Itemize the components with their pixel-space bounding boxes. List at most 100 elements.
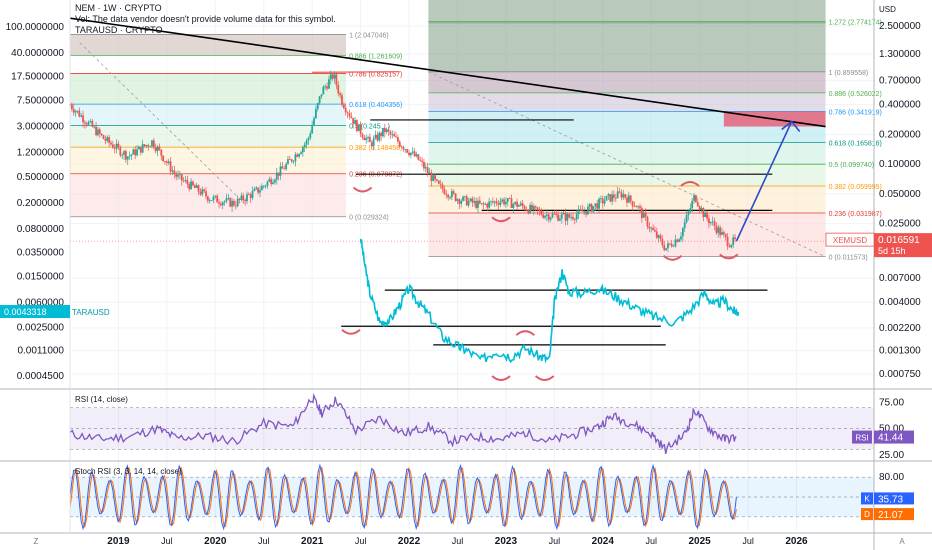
tara-bottom-marker bbox=[341, 328, 361, 335]
chart-title[interactable]: NEM · 1W · CRYPTO bbox=[75, 3, 162, 13]
candle-body bbox=[592, 206, 595, 212]
candle-body bbox=[110, 142, 112, 145]
tara-price-badge[interactable] bbox=[0, 305, 70, 319]
fib1-band bbox=[70, 34, 347, 56]
candle-body bbox=[503, 199, 505, 205]
candle-body bbox=[164, 161, 166, 162]
candle-body bbox=[484, 203, 487, 205]
candle-body bbox=[126, 156, 129, 160]
candle-body bbox=[173, 170, 176, 174]
candle-body bbox=[113, 147, 116, 149]
fib2-band bbox=[428, 212, 826, 257]
compare-symbol[interactable]: TARAUSD · CRYPTO bbox=[75, 25, 163, 35]
right-tick-label: 0.007000 bbox=[879, 273, 921, 284]
candle-body bbox=[234, 205, 237, 207]
candle-body bbox=[631, 201, 634, 207]
candle-body bbox=[117, 143, 120, 148]
candle-body bbox=[624, 194, 627, 198]
fib-retracement-right: 1.272 (2.774174) 1 (0.859558) 0.886 (0.526… bbox=[428, 0, 882, 262]
axis-unit-label: USD bbox=[879, 5, 896, 14]
candle-body bbox=[400, 146, 403, 148]
candle-body bbox=[536, 207, 539, 211]
stoch-k-tag-text: K bbox=[864, 494, 870, 503]
candle-body bbox=[477, 200, 479, 208]
fib1-band bbox=[70, 55, 347, 74]
tara-price-value: 0.0043318 bbox=[4, 307, 47, 317]
candle-body bbox=[309, 133, 312, 138]
candle-body bbox=[70, 104, 73, 109]
last-price-badge[interactable] bbox=[874, 233, 932, 258]
right-tick-label: 0.001300 bbox=[879, 345, 921, 356]
fib2-band bbox=[428, 71, 826, 93]
candle-body bbox=[545, 214, 548, 216]
candle-body bbox=[78, 110, 81, 117]
candle-body bbox=[268, 179, 271, 182]
candle-body bbox=[668, 243, 671, 245]
candle-body bbox=[467, 200, 470, 206]
candle-body bbox=[72, 108, 75, 113]
candle-body bbox=[363, 137, 366, 141]
candle-body bbox=[188, 183, 191, 190]
candle-body bbox=[322, 86, 325, 95]
candle-body bbox=[203, 189, 206, 192]
candle-body bbox=[165, 161, 168, 163]
candle-body bbox=[257, 187, 260, 193]
candle-body bbox=[123, 151, 125, 155]
candle-body bbox=[564, 213, 567, 221]
time-tick-label: 2021 bbox=[301, 536, 324, 547]
fib1-band bbox=[70, 173, 347, 217]
bottom-marker bbox=[662, 255, 683, 261]
left-tick-label: 0.0800000 bbox=[17, 224, 65, 235]
stoch-k-badge bbox=[874, 492, 914, 505]
candle-body bbox=[350, 116, 353, 119]
candle-body bbox=[430, 172, 433, 182]
candle-body bbox=[214, 195, 217, 197]
candle-body bbox=[640, 208, 643, 218]
candle-body bbox=[370, 141, 373, 147]
bottom-marker bbox=[352, 186, 373, 193]
tarausd-line-layer bbox=[359, 238, 740, 364]
timezone-icon: Z bbox=[34, 537, 39, 546]
candle-body bbox=[274, 179, 276, 183]
stoch-d-value: 21.07 bbox=[878, 510, 903, 521]
candle-body bbox=[151, 140, 153, 147]
rsi-value: 41.44 bbox=[878, 433, 903, 444]
candle-body bbox=[523, 205, 526, 210]
fib2-level-label: 0.886 (0.526022) bbox=[829, 91, 882, 98]
candle-body bbox=[283, 168, 286, 170]
candle-body bbox=[529, 204, 532, 214]
candle-body bbox=[557, 214, 559, 221]
candle-body bbox=[354, 120, 356, 124]
left-tick-label: 17.5000000 bbox=[11, 71, 64, 82]
fib2-level-label: 0.382 (0.059995) bbox=[829, 184, 882, 191]
candle-body bbox=[715, 225, 718, 233]
candle-body bbox=[506, 198, 509, 202]
candle-body bbox=[262, 185, 265, 187]
candle-body bbox=[281, 166, 284, 169]
candle-body bbox=[359, 124, 362, 134]
candle-body bbox=[352, 118, 355, 124]
candle-body bbox=[121, 154, 124, 156]
candle-body bbox=[598, 198, 600, 209]
right-tick-label: 0.025000 bbox=[879, 219, 921, 230]
candle-body bbox=[616, 191, 619, 199]
time-tick-label: Jul bbox=[645, 536, 657, 546]
candle-body bbox=[253, 188, 256, 191]
stoch-d-tag-text: D bbox=[864, 510, 870, 519]
candle-body bbox=[227, 198, 230, 199]
candle-body bbox=[152, 140, 155, 148]
candle-body bbox=[657, 235, 660, 238]
fib1-trend-dashed bbox=[79, 42, 245, 204]
candle-body bbox=[279, 166, 282, 176]
candle-body bbox=[342, 104, 345, 109]
candle-body bbox=[225, 198, 228, 202]
candle-body bbox=[434, 175, 437, 180]
candle-body bbox=[654, 230, 656, 232]
candle-body bbox=[683, 222, 686, 229]
fib1-band bbox=[70, 104, 347, 126]
candle-body bbox=[335, 74, 338, 85]
candles-layer bbox=[69, 70, 736, 253]
left-tick-label: 0.2000000 bbox=[17, 198, 65, 209]
candle-body bbox=[519, 203, 522, 206]
